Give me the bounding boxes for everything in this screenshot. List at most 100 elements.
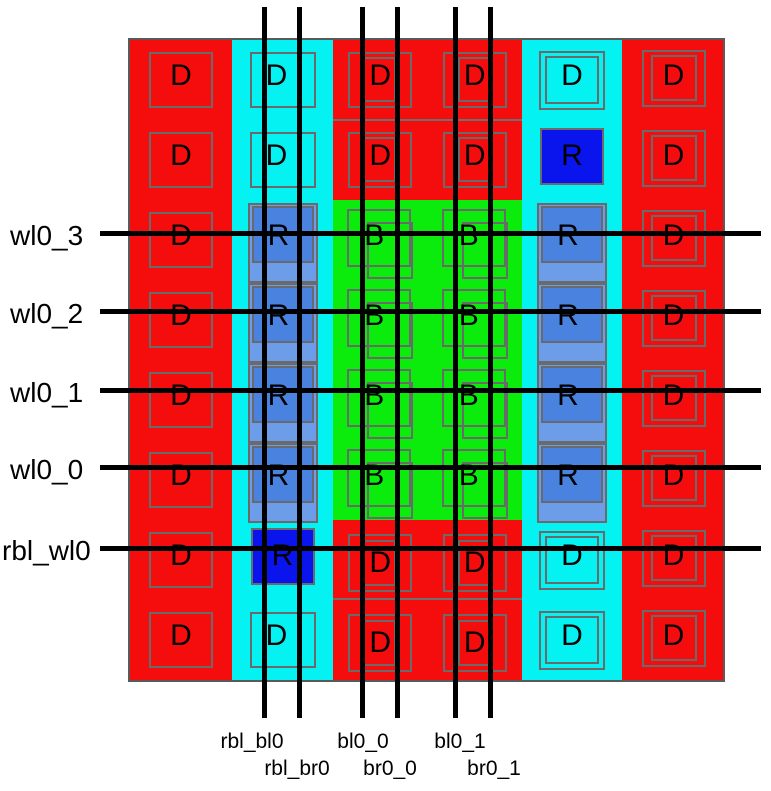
cell-r5c4-bitcell-label: B <box>458 379 479 412</box>
wordline-label-wl0_2: wl0_2 <box>10 298 84 329</box>
region-left-dummy-column <box>130 40 232 680</box>
cell-r5c4-bitcell-inner <box>461 382 508 439</box>
cell-r8c6-dummy-nested-red-label: D <box>662 619 685 652</box>
cell-r4c6-dummy-nested-red-inner <box>650 295 697 341</box>
cell-r7c4-dummy-mid-low-outer <box>442 534 507 592</box>
cell-r8c3-dummy-mid-low-outer <box>348 614 413 672</box>
cell-r1c5-dummy-nested-cyan-outer <box>539 51 605 110</box>
array-outline <box>128 38 725 682</box>
cell-r5c6-dummy-nested-red-inner <box>650 375 697 421</box>
wordline-wire-wl0_2 <box>100 308 761 314</box>
cell-r7c2-replica-dark-outer <box>250 528 315 585</box>
cell-r2c6-dummy-nested-red-label: D <box>662 139 685 172</box>
cell-r3c4-bitcell-label: B <box>458 219 479 252</box>
wordline-label-wl0_3: wl0_3 <box>10 220 84 251</box>
wordline-label-rbl_wl0: rbl_wl0 <box>2 535 91 566</box>
bitline-wire-br0_0 <box>394 7 400 718</box>
cell-r2c2-dummy-cyan-label: D <box>265 139 288 172</box>
cell-r1c4-dummy-mid-outer <box>442 52 507 108</box>
cell-r6c6-dummy-nested-red-outer <box>641 450 706 507</box>
cell-r2c5-replica-dark-label: R <box>561 139 583 172</box>
cell-r4c4-bitcell-inner <box>461 302 508 359</box>
cell-r2c1-dummy-edge-outer <box>149 132 213 188</box>
cell-r6c4-bitcell-outer <box>441 449 506 507</box>
wordline-label-wl0_1: wl0_1 <box>10 377 84 408</box>
cell-r2c3-dummy-mid-label: D <box>369 139 392 172</box>
cell-r5c5-replica-inner <box>541 366 603 423</box>
cell-r8c2-dummy-cyan-outer <box>249 612 316 668</box>
cell-r3c3-bitcell-label: B <box>364 219 385 252</box>
cell-r3c2-replica-label: R <box>267 219 290 252</box>
cell-r3c1-dummy-edge-label: D <box>170 219 192 252</box>
cell-r3c4-bitcell-inner <box>461 222 508 279</box>
cell-r4c3-bitcell-outer <box>347 289 412 347</box>
cell-r7c5-dummy-nested-cyan-outer <box>539 531 605 590</box>
cell-r1c2-dummy-cyan-label: D <box>265 59 288 92</box>
bitline-wire-rbl_bl0 <box>261 7 267 718</box>
cell-r8c1-dummy-edge-outer <box>149 612 213 668</box>
cell-r8c5-dummy-nested-cyan-label: D <box>561 619 583 652</box>
cell-r2c6-dummy-nested-red-outer <box>641 130 706 187</box>
cell-r4c3-bitcell-inner <box>367 302 414 359</box>
bitline-label-br0_1: br0_1 <box>467 757 521 780</box>
cell-r6c5-replica-inner <box>541 446 603 503</box>
cell-r4c6-dummy-nested-red-outer <box>641 290 706 347</box>
wordline-wire-wl0_3 <box>100 230 761 236</box>
bitline-wire-bl0_0 <box>359 7 365 718</box>
cell-r2c3-dummy-mid-outer <box>348 132 413 188</box>
bitline-wire-br0_1 <box>487 7 493 718</box>
cell-r6c1-dummy-edge-outer <box>149 452 213 508</box>
cell-r4c5-replica-label: R <box>557 299 579 332</box>
cell-r7c3-dummy-mid-low-outer <box>348 534 413 592</box>
cell-r6c3-bitcell-outer <box>347 449 412 507</box>
cell-r2c6-dummy-nested-red-inner <box>650 135 697 181</box>
cell-r2c1-dummy-edge-label: D <box>170 139 192 172</box>
cell-r2c4-dummy-mid-outer <box>442 132 507 188</box>
cell-r1c1-dummy-edge-label: D <box>170 59 192 92</box>
cell-r8c5-dummy-nested-cyan-inner <box>545 616 599 664</box>
cell-r4c4-bitcell-outer <box>441 289 506 347</box>
bitline-label-rbl_bl0: rbl_bl0 <box>220 730 284 753</box>
cell-r2c5-replica-dark-outer <box>540 128 604 185</box>
cell-r4c4-bitcell-label: B <box>458 299 479 332</box>
cell-r2c4-dummy-mid-label: D <box>463 139 486 172</box>
cell-r3c6-dummy-nested-red-label: D <box>662 219 685 252</box>
cell-r7c1-dummy-edge-label: D <box>170 539 192 572</box>
cell-r8c6-dummy-nested-red-outer <box>641 610 706 667</box>
cell-r1c2-dummy-cyan-outer <box>249 52 316 108</box>
cell-r6c4-bitcell-inner <box>461 462 508 519</box>
cell-r1c4-dummy-mid-label: D <box>463 59 486 92</box>
wordline-wire-rbl_wl0 <box>100 545 761 551</box>
cell-r3c1-dummy-edge-outer <box>149 212 213 268</box>
cell-r3c6-dummy-nested-red-outer <box>641 210 706 267</box>
bitline-wire-bl0_1 <box>452 7 458 718</box>
cell-r7c3-dummy-mid-low-label: D <box>369 546 392 579</box>
cell-r8c4-dummy-mid-low-outer <box>442 614 507 672</box>
cell-r7c6-dummy-nested-red-outer <box>641 530 706 587</box>
cell-r4c1-dummy-edge-outer <box>149 292 213 348</box>
cell-r4c2-replica-label: R <box>267 299 290 332</box>
cell-r3c5-replica-label: R <box>557 219 579 252</box>
wordline-wire-wl0_0 <box>100 464 761 470</box>
bitline-label-bl0_0: bl0_0 <box>337 730 389 753</box>
cell-r5c3-bitcell-inner <box>367 382 414 439</box>
cell-r7c4-dummy-mid-low-label: D <box>463 546 486 579</box>
cell-r5c3-bitcell-label: B <box>364 379 385 412</box>
cell-r6c3-bitcell-inner <box>367 462 414 519</box>
region-right-dummy-column <box>622 40 723 680</box>
cell-r1c6-dummy-nested-red-inner <box>650 55 697 101</box>
cell-r8c5-dummy-nested-cyan-outer <box>539 611 605 670</box>
cell-r1c6-dummy-nested-red-outer <box>641 50 706 107</box>
cell-r4c1-dummy-edge-label: D <box>170 299 192 332</box>
cell-r4c6-dummy-nested-red-label: D <box>662 299 685 332</box>
cell-r7c5-dummy-nested-cyan-label: D <box>561 539 583 572</box>
cell-r1c5-dummy-nested-cyan-inner <box>545 56 599 104</box>
cell-r5c6-dummy-nested-red-outer <box>641 370 706 427</box>
cell-r5c1-dummy-edge-label: D <box>170 379 192 412</box>
cell-r8c4-dummy-mid-low-label: D <box>463 626 486 659</box>
dummy-row-separator-1 <box>333 119 522 121</box>
cell-r8c1-dummy-edge-label: D <box>170 619 192 652</box>
wordline-wire-wl0_1 <box>100 387 761 393</box>
cell-r1c1-dummy-edge-outer <box>149 52 213 108</box>
bitline-label-rbl_br0: rbl_br0 <box>264 757 330 780</box>
